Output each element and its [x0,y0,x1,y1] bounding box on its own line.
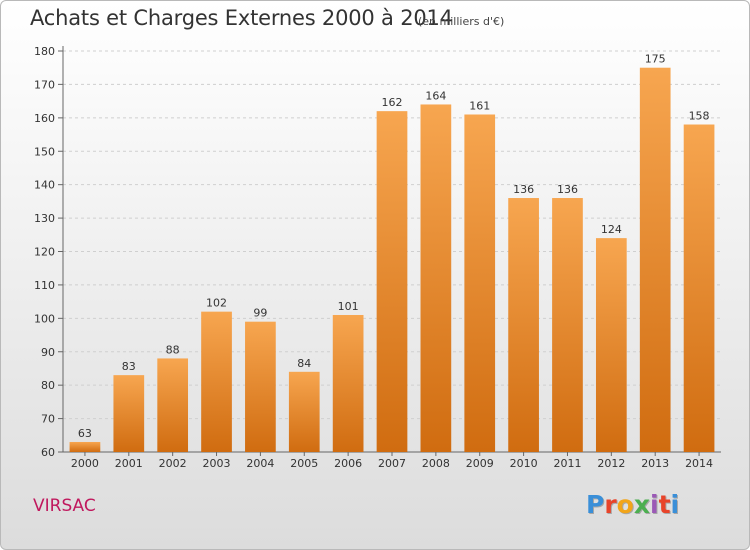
x-tick-label: 2011 [553,457,581,470]
bar-2010 [508,198,539,452]
logo-letter: o [616,490,634,519]
bar-2004 [245,321,276,452]
bar-value-label: 136 [513,183,534,196]
y-tick-label: 90 [41,346,55,359]
bar-value-label: 161 [469,99,490,112]
x-tick-label: 2012 [597,457,625,470]
labels: 60 70 80 90 100 110 120 130 140 150 160 170 180 63 200… [34,45,713,470]
x-tick-label: 2006 [334,457,362,470]
commune-name: VIRSAC [33,496,96,516]
logo-letter: i [670,490,680,519]
y-tick-label: 140 [34,179,55,192]
x-tick-label: 2001 [115,457,143,470]
y-tick-label: 70 [41,413,55,426]
bar-2007 [376,111,408,453]
bar-2002 [157,358,189,452]
proxiti-logo: Proxiti [586,490,679,519]
logo-letter: i [650,490,659,519]
y-tick-label: 130 [34,212,55,225]
bar-value-label: 101 [338,300,359,313]
logo-letter: t [658,490,671,519]
x-tick-label: 2010 [510,457,538,470]
y-tick-label: 170 [34,78,55,91]
bar-2012 [595,238,627,452]
bar-value-label: 102 [206,297,227,310]
bars [69,67,715,453]
x-tick-label: 2004 [246,457,274,470]
bar-2003 [201,311,232,452]
x-tick-label: 2009 [466,457,494,470]
bar-value-label: 162 [382,96,403,109]
y-tick-label: 120 [34,246,55,259]
bar-value-label: 63 [78,427,92,440]
logo-letter: r [604,490,617,519]
x-tick-label: 2013 [641,457,669,470]
bar-2014 [683,124,715,453]
bar-value-label: 164 [425,89,446,102]
y-tick-label: 60 [41,446,55,459]
y-tick-label: 100 [34,312,55,325]
bar-value-label: 88 [166,343,180,356]
bar-value-label: 124 [601,223,622,236]
y-tick-label: 160 [34,112,55,125]
x-tick-label: 2007 [378,457,406,470]
bar-value-label: 175 [645,53,666,66]
x-tick-label: 2005 [290,457,318,470]
bar-value-label: 158 [689,110,710,123]
bar-value-label: 84 [297,357,311,370]
bar-2001 [113,375,145,452]
y-tick-label: 180 [34,45,55,58]
bar-2006 [332,314,364,452]
bar-2013 [639,67,671,452]
logo-letter: x [633,490,650,519]
bar-2009 [464,114,496,452]
x-tick-label: 2008 [422,457,450,470]
bar-2000 [69,441,101,452]
chart-subtitle: (en milliers d'€) [418,15,505,28]
y-tick-label: 80 [41,379,55,392]
bar-2011 [552,198,583,452]
y-tick-label: 150 [34,145,55,158]
x-tick-label: 2014 [685,457,713,470]
bar-2008 [420,104,452,452]
x-tick-label: 2002 [159,457,187,470]
x-tick-label: 2000 [71,457,99,470]
bar-value-label: 136 [557,183,578,196]
x-tick-label: 2003 [203,457,231,470]
bar-value-label: 99 [253,307,267,320]
y-tick-label: 110 [34,279,55,292]
bar-2005 [288,371,320,452]
bar-value-label: 83 [122,360,136,373]
logo-letter: P [586,490,605,519]
chart-title: Achats et Charges Externes 2000 à 2014 [30,6,453,30]
